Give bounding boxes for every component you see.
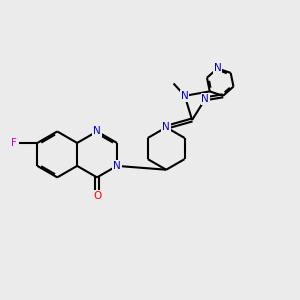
Text: N: N [162, 122, 170, 132]
Text: F: F [11, 138, 17, 148]
Text: N: N [93, 126, 101, 136]
Text: N: N [214, 64, 221, 74]
Text: N: N [113, 161, 121, 171]
Text: O: O [93, 190, 101, 201]
Text: N: N [181, 91, 189, 101]
Text: N: N [202, 94, 209, 104]
